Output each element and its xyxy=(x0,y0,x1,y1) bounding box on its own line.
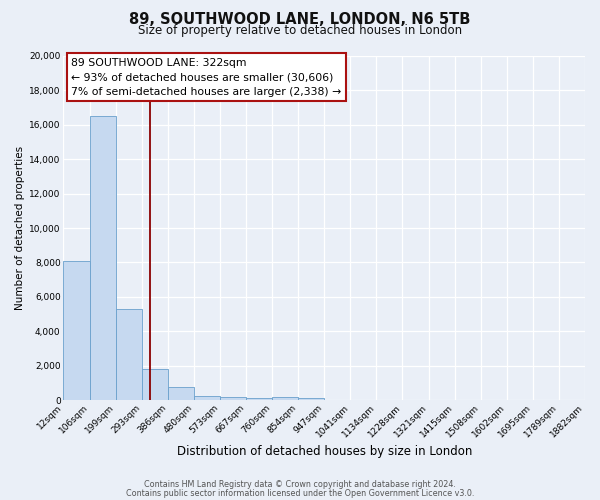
X-axis label: Distribution of detached houses by size in London: Distribution of detached houses by size … xyxy=(176,444,472,458)
Bar xyxy=(64,260,89,400)
Bar xyxy=(246,398,272,400)
Text: 89 SOUTHWOOD LANE: 322sqm
← 93% of detached houses are smaller (30,606)
7% of se: 89 SOUTHWOOD LANE: 322sqm ← 93% of detac… xyxy=(71,58,341,96)
Bar xyxy=(89,116,116,400)
Bar xyxy=(142,369,168,400)
Y-axis label: Number of detached properties: Number of detached properties xyxy=(15,146,25,310)
Bar xyxy=(298,398,324,400)
Bar xyxy=(116,309,142,400)
Bar xyxy=(220,398,246,400)
Bar xyxy=(272,398,298,400)
Text: Size of property relative to detached houses in London: Size of property relative to detached ho… xyxy=(138,24,462,37)
Text: 89, SOUTHWOOD LANE, LONDON, N6 5TB: 89, SOUTHWOOD LANE, LONDON, N6 5TB xyxy=(130,12,470,26)
Bar xyxy=(168,387,194,400)
Text: Contains public sector information licensed under the Open Government Licence v3: Contains public sector information licen… xyxy=(126,488,474,498)
Text: Contains HM Land Registry data © Crown copyright and database right 2024.: Contains HM Land Registry data © Crown c… xyxy=(144,480,456,489)
Bar xyxy=(194,396,220,400)
